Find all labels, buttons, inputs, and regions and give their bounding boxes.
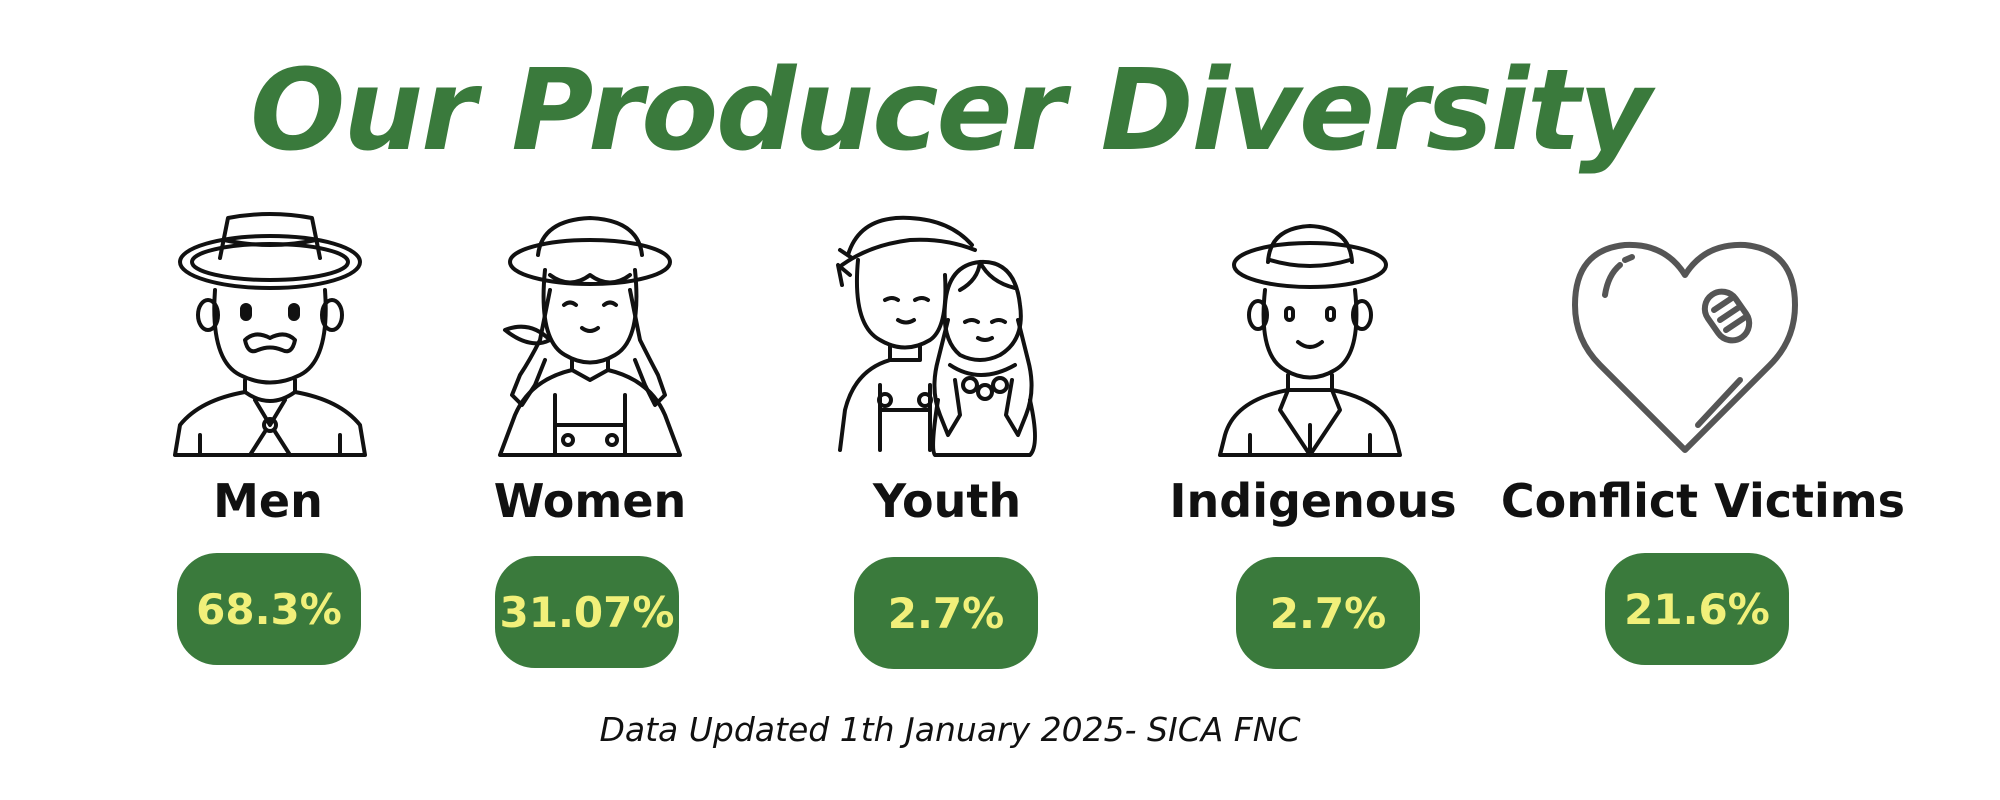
category-label-women: Women	[493, 474, 687, 528]
value-badge-youth: 2.7%	[854, 557, 1038, 669]
youth-couple-icon	[830, 210, 1060, 460]
value-badge-conflict-victims: 21.6%	[1605, 553, 1789, 665]
category-label-men: Men	[213, 474, 323, 528]
category-label-indigenous: Indigenous	[1169, 474, 1457, 528]
value-badge-women: 31.07%	[495, 556, 679, 668]
data-source-note: Data Updated 1th January 2025- SICA FNC	[599, 710, 1301, 749]
page-title: Our Producer Diversity	[250, 46, 1652, 176]
value-badge-indigenous: 2.7%	[1236, 557, 1420, 669]
farmer-woman-icon	[490, 210, 690, 460]
indigenous-man-icon	[1210, 220, 1410, 460]
farmer-man-icon	[170, 210, 370, 460]
category-label-conflict-victims: Conflict Victims	[1500, 474, 1906, 528]
category-label-youth: Youth	[872, 474, 1022, 528]
bandaged-heart-icon	[1570, 240, 1800, 460]
value-badge-men: 68.3%	[177, 553, 361, 665]
